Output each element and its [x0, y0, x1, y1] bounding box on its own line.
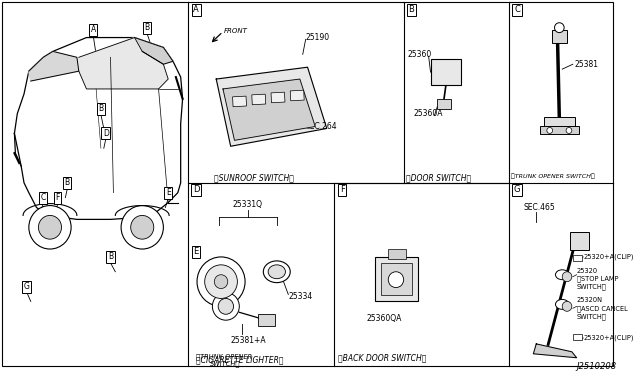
- Text: FRONT: FRONT: [224, 28, 248, 34]
- Text: 25360: 25360: [408, 50, 432, 59]
- Text: B: B: [108, 253, 113, 262]
- Polygon shape: [79, 38, 168, 89]
- Text: J2510208: J2510208: [577, 362, 617, 371]
- Text: 〈CIGARETTE LIGHTER〉: 〈CIGARETTE LIGHTER〉: [196, 356, 284, 365]
- Bar: [573, 334, 582, 340]
- Text: 25334: 25334: [288, 292, 312, 301]
- Polygon shape: [223, 79, 316, 140]
- Text: B: B: [99, 104, 104, 113]
- Circle shape: [547, 128, 552, 134]
- Bar: [544, 116, 575, 126]
- Text: 25320+A(CLIP): 25320+A(CLIP): [584, 335, 634, 341]
- Polygon shape: [134, 38, 173, 64]
- Ellipse shape: [263, 261, 290, 283]
- Circle shape: [214, 275, 228, 289]
- Text: A: A: [91, 25, 96, 34]
- Bar: [375, 257, 418, 301]
- Bar: [573, 255, 582, 261]
- Text: 〈TRUNK OPENER SWITCH〉: 〈TRUNK OPENER SWITCH〉: [511, 173, 595, 179]
- Circle shape: [554, 23, 564, 33]
- Circle shape: [218, 298, 234, 314]
- Text: 〈SUNROOF SWITCH〉: 〈SUNROOF SWITCH〉: [214, 173, 294, 182]
- Bar: [257, 314, 275, 326]
- Text: G: G: [24, 282, 30, 291]
- Bar: [570, 232, 589, 250]
- Ellipse shape: [556, 270, 569, 280]
- Bar: [437, 99, 451, 109]
- Text: SWITCH〉: SWITCH〉: [577, 313, 606, 320]
- Text: 25360QA: 25360QA: [367, 314, 402, 323]
- Bar: [431, 59, 461, 85]
- Circle shape: [38, 215, 61, 239]
- Circle shape: [562, 301, 572, 311]
- Bar: [388, 249, 406, 259]
- Text: B: B: [65, 178, 70, 187]
- Text: G: G: [514, 185, 520, 194]
- Text: 〈TRUNK OPENER: 〈TRUNK OPENER: [196, 354, 252, 360]
- Polygon shape: [533, 344, 577, 358]
- Text: 25360A: 25360A: [413, 109, 443, 118]
- Text: 〈ASCD CANCEL: 〈ASCD CANCEL: [577, 305, 627, 312]
- Ellipse shape: [268, 265, 285, 279]
- Text: 〈BACK DOOR SWITCH〉: 〈BACK DOOR SWITCH〉: [339, 354, 427, 363]
- Polygon shape: [29, 51, 79, 81]
- Text: 25331Q: 25331Q: [233, 200, 263, 209]
- Text: SEC.264: SEC.264: [306, 122, 337, 131]
- Bar: [290, 90, 304, 101]
- Text: C: C: [514, 5, 520, 15]
- Text: F: F: [56, 193, 60, 202]
- Text: B: B: [145, 23, 150, 32]
- Circle shape: [562, 272, 572, 282]
- Text: 25320+A(CLIP): 25320+A(CLIP): [584, 254, 634, 260]
- Bar: [252, 94, 266, 105]
- Text: SEC.465: SEC.465: [524, 203, 556, 212]
- Circle shape: [212, 292, 239, 320]
- Ellipse shape: [556, 299, 569, 309]
- Text: E: E: [193, 247, 198, 257]
- Text: B: B: [408, 5, 414, 15]
- Text: D: D: [103, 129, 109, 138]
- Text: 25381+A: 25381+A: [230, 336, 266, 345]
- Text: E: E: [166, 188, 170, 197]
- Circle shape: [131, 215, 154, 239]
- Bar: [552, 30, 567, 44]
- Text: A: A: [193, 5, 199, 15]
- Text: 25381: 25381: [575, 60, 598, 69]
- Text: 〈STOP LAMP: 〈STOP LAMP: [577, 275, 618, 282]
- Text: D: D: [193, 185, 199, 194]
- Bar: [232, 96, 246, 107]
- Circle shape: [566, 128, 572, 134]
- Circle shape: [197, 257, 245, 307]
- Text: 25320: 25320: [577, 268, 598, 274]
- Text: F: F: [340, 185, 344, 194]
- Text: SWITCH〉: SWITCH〉: [209, 361, 240, 367]
- Circle shape: [388, 272, 404, 288]
- Bar: [271, 92, 285, 103]
- Text: 〈DOOR SWITCH〉: 〈DOOR SWITCH〉: [406, 173, 470, 182]
- Polygon shape: [216, 67, 327, 146]
- Polygon shape: [15, 38, 182, 219]
- Circle shape: [121, 206, 163, 249]
- Text: 25190: 25190: [306, 33, 330, 42]
- Text: 25320N: 25320N: [577, 298, 603, 304]
- Circle shape: [205, 265, 237, 298]
- Circle shape: [29, 206, 71, 249]
- Bar: [540, 126, 579, 134]
- Text: C: C: [40, 193, 46, 202]
- Bar: [381, 263, 412, 295]
- Text: SWITCH〉: SWITCH〉: [577, 283, 606, 290]
